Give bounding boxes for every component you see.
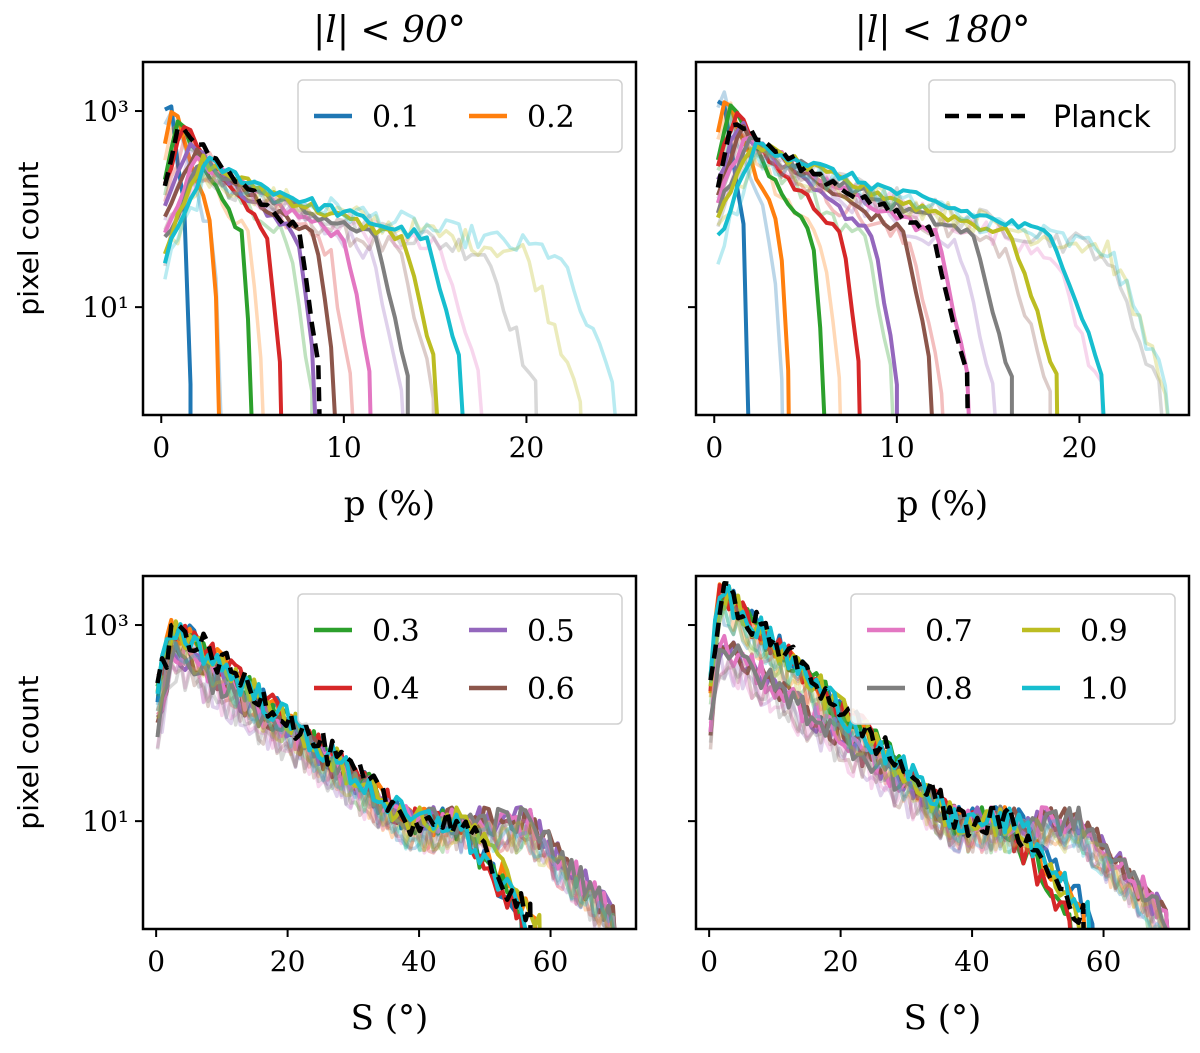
legend-label: Planck — [1053, 100, 1151, 135]
x-axis-label: S (°) — [904, 998, 982, 1038]
series-line-Planck — [715, 122, 970, 415]
series-faint-0.6 — [163, 165, 436, 415]
series-line-0.3 — [162, 119, 254, 415]
panel-title: |l| < 90° — [313, 10, 466, 51]
series-faint-0.9 — [155, 626, 616, 929]
axes-frame — [141, 60, 638, 417]
x-tick-label: 40 — [401, 945, 437, 978]
legend-label: 0.8 — [925, 672, 973, 707]
series-line-1.0 — [155, 622, 528, 929]
panel-bottom-right: 0 20 40 60 S (°) 0.7 0.9 0.8 1.0 — [688, 574, 1191, 1038]
series-faint-0.8 — [163, 167, 539, 415]
legend-label: 0.6 — [527, 672, 575, 707]
x-axis-label: p (%) — [897, 484, 988, 524]
series-faint-1.0 — [708, 604, 1163, 929]
series-line-0.8 — [715, 136, 1014, 415]
series-faint-0.8 — [708, 657, 1162, 929]
axes-frame — [694, 574, 1191, 931]
x-tick-label: 20 — [509, 431, 545, 464]
legend-label: 0.2 — [527, 100, 575, 135]
legend-label: 1.0 — [1080, 672, 1128, 707]
series-faint-0.9 — [163, 170, 583, 415]
x-tick-label: 60 — [1086, 945, 1122, 978]
legend-box — [297, 79, 623, 153]
legend-box — [297, 593, 623, 725]
series-faint-0.6 — [708, 658, 1169, 929]
x-tick-label: 0 — [700, 945, 718, 978]
legend: 0.7 0.9 0.8 1.0 — [850, 593, 1176, 725]
legend-box — [928, 79, 1176, 153]
x-tick-label: 10 — [326, 431, 362, 464]
series-faint-1.0 — [163, 162, 617, 415]
panel-title: |l| < 180° — [855, 10, 1031, 51]
y-axis-label: pixel count — [12, 161, 45, 315]
legend-label: 0.9 — [1080, 614, 1128, 649]
series-faint-0.7 — [716, 138, 1105, 415]
axes-frame — [141, 574, 638, 931]
x-tick-label: 0 — [147, 945, 165, 978]
x-tick-label: 20 — [823, 945, 859, 978]
x-tick-label: 60 — [533, 945, 569, 978]
x-axis-label: p (%) — [344, 484, 435, 524]
series-faint-0.3 — [708, 605, 1169, 929]
legend-label: 0.7 — [925, 614, 973, 649]
series-line-0.8 — [708, 643, 1169, 929]
plot-area — [708, 580, 1170, 929]
series-line-0.4 — [715, 111, 862, 415]
series-line-Planck — [708, 580, 1086, 929]
legend-label: 0.3 — [372, 614, 420, 649]
plot-area — [715, 90, 1170, 415]
x-tick-label: 10 — [879, 431, 915, 464]
series-faint-0.5 — [156, 658, 610, 929]
x-tick-label: 0 — [705, 431, 723, 464]
series-faint-0.9 — [708, 596, 1164, 929]
series-line-1.0 — [716, 139, 1106, 415]
legend-label: 0.4 — [372, 672, 420, 707]
panel-top-right: 0 10 20 |l| < 180° p (%) Planck — [688, 10, 1191, 524]
x-axis-label: S (°) — [351, 998, 429, 1038]
legend: 0.1 0.2 — [297, 79, 623, 153]
x-tick-label: 20 — [1062, 431, 1098, 464]
y-axis-label: pixel count — [12, 675, 45, 829]
series-faint-0.3 — [163, 122, 314, 415]
series-faint-0.8 — [716, 146, 1164, 415]
legend-box — [850, 593, 1176, 725]
y-tick-label: 10³ — [82, 609, 129, 642]
series-line-0.3 — [715, 103, 827, 415]
legend-label: 0.5 — [527, 614, 575, 649]
series-line-Planck — [162, 126, 322, 415]
series-faint-0.9 — [716, 148, 1170, 415]
series-faint-0.4 — [708, 593, 1166, 929]
y-tick-label: 10¹ — [82, 291, 129, 324]
series-faint-0.8 — [155, 660, 611, 929]
x-tick-label: 0 — [152, 431, 170, 464]
series-line-0.5 — [163, 141, 318, 415]
legend-label: 0.1 — [372, 100, 420, 135]
plot-area — [155, 617, 617, 929]
x-tick-label: 20 — [270, 945, 306, 978]
legend: Planck — [928, 79, 1176, 153]
y-tick-label: 10¹ — [82, 805, 129, 838]
x-tick-label: 40 — [954, 945, 990, 978]
series-line-Planck — [155, 620, 533, 929]
axes-frame — [694, 60, 1191, 417]
legend: 0.3 0.5 0.4 0.6 — [297, 593, 623, 725]
series-line-0.9 — [163, 153, 440, 415]
plot-area — [162, 104, 617, 415]
y-tick-label: 10³ — [82, 95, 129, 128]
series-line-0.6 — [163, 147, 337, 415]
